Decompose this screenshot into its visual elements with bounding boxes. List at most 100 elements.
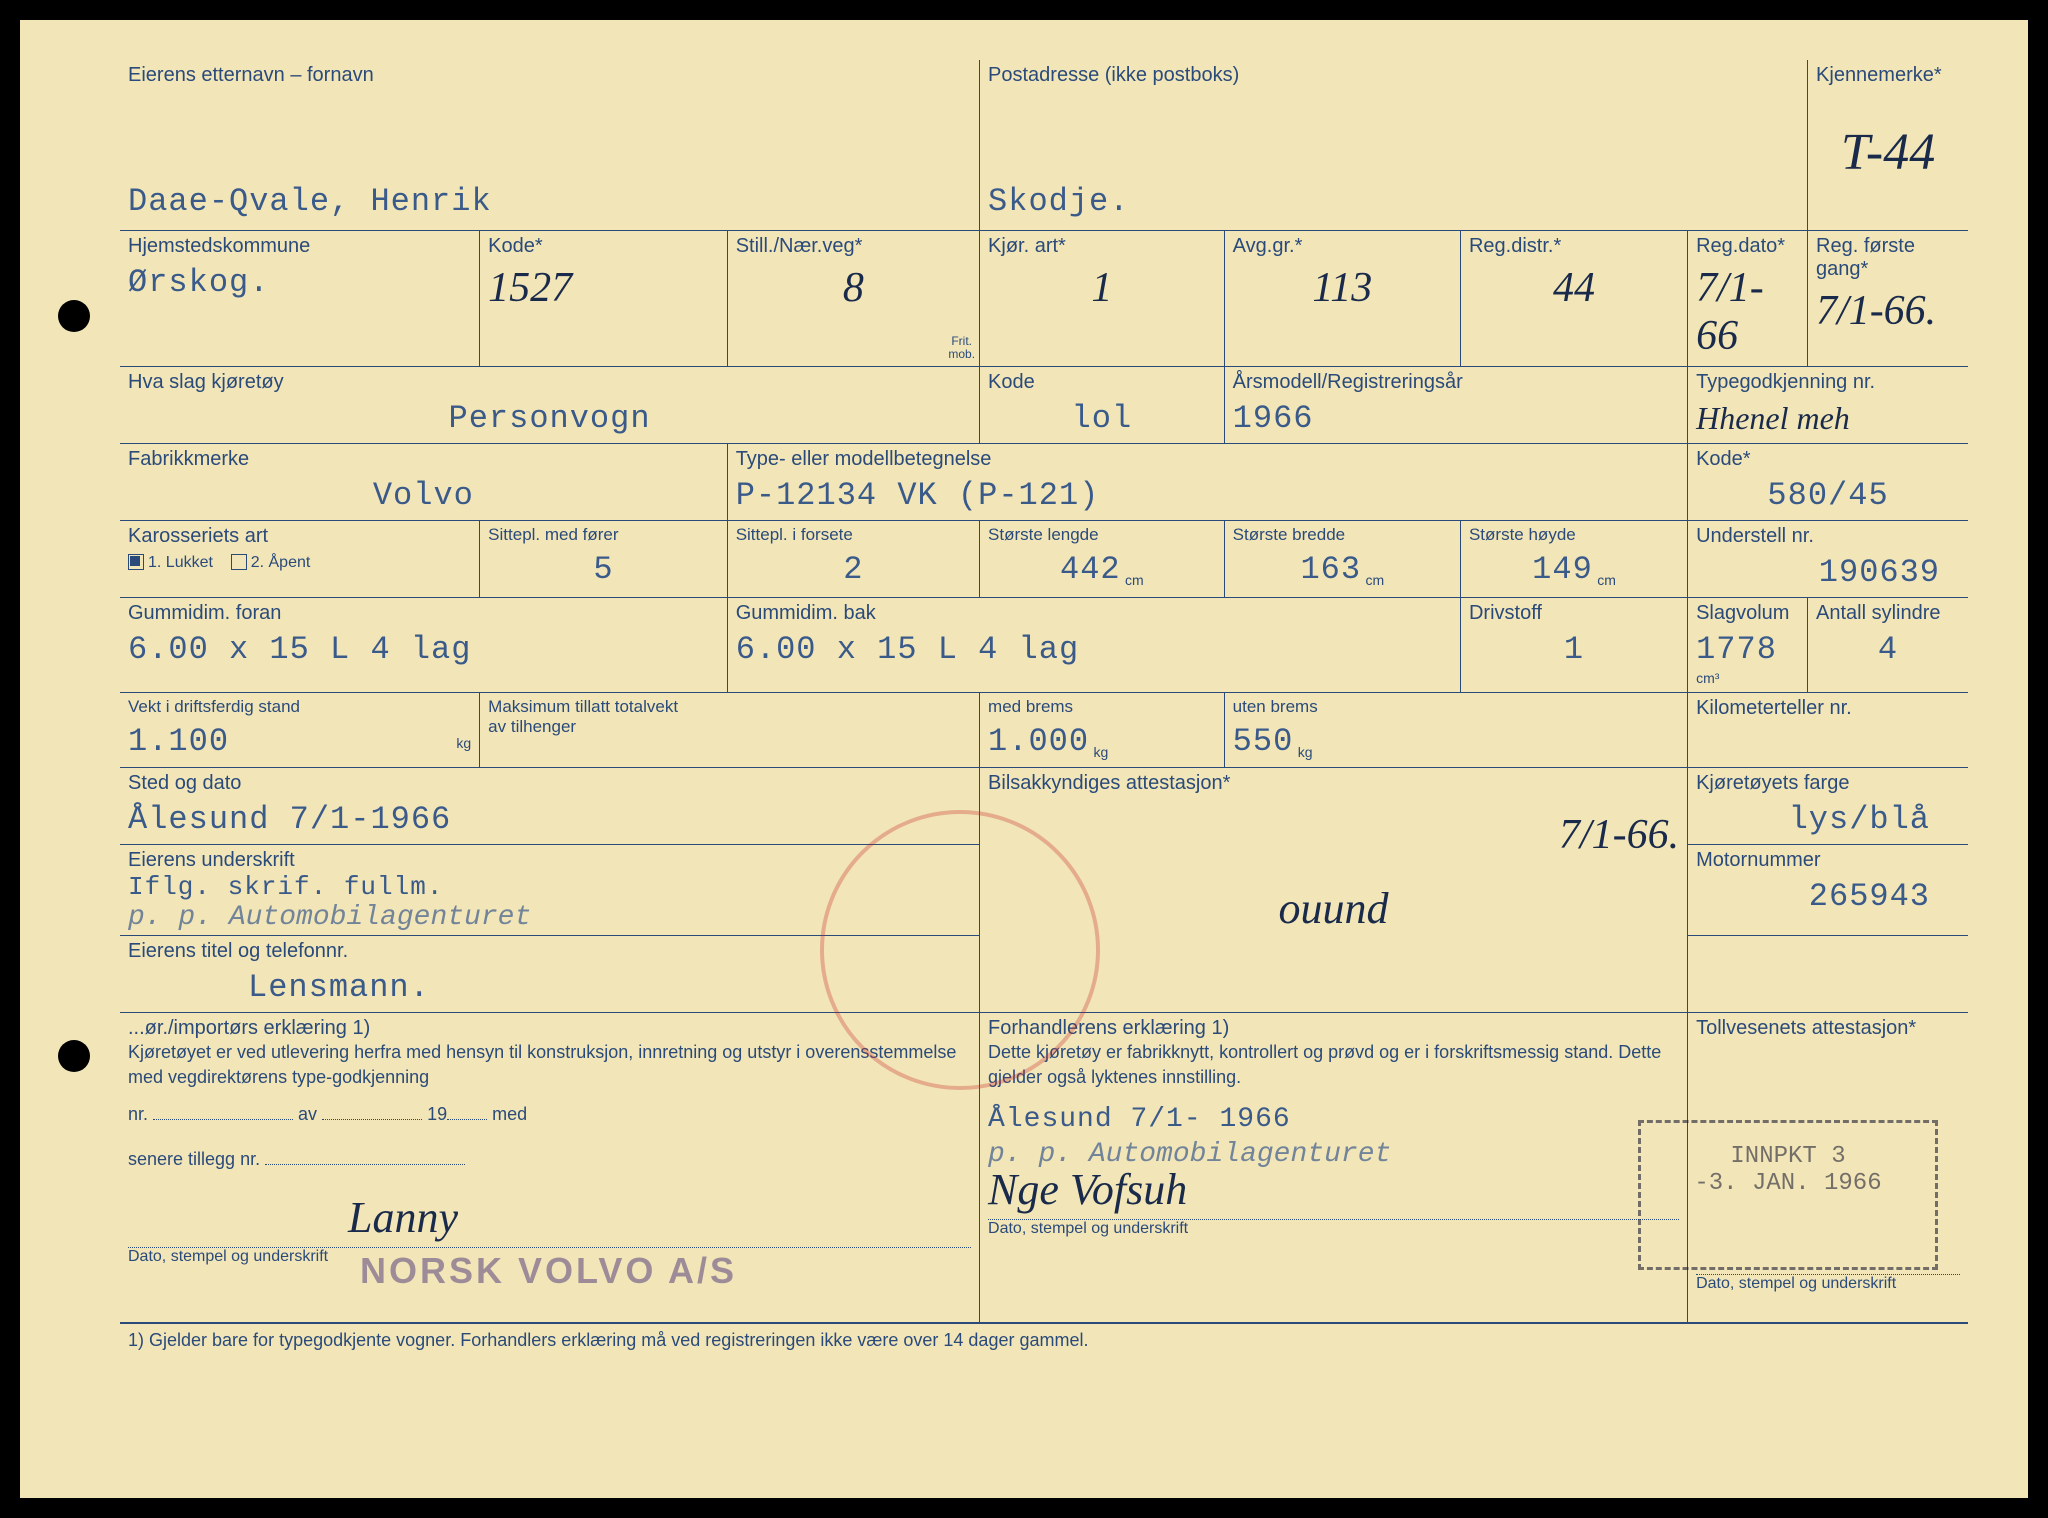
- value-vehicle-type: Personvogn: [449, 400, 651, 437]
- value-cylinders: 4: [1878, 631, 1898, 668]
- label-kode2: Kode: [988, 371, 1216, 394]
- label-owner-name: Eierens etternavn – fornavn: [128, 64, 971, 87]
- label-type-approval: Typegodkjenning nr.: [1696, 371, 1960, 394]
- value-model-year: 1966: [1233, 400, 1314, 437]
- label-tires-front: Gummidim. foran: [128, 602, 719, 625]
- label-model-year: Årsmodell/Registreringsår: [1233, 371, 1679, 394]
- label-importer-decl: ...ør./importørs erklæring 1): [128, 1017, 971, 1040]
- value-engine-no: 265943: [1809, 878, 1930, 915]
- value-postal: Skodje.: [988, 183, 1129, 220]
- value-width: 163: [1300, 551, 1361, 588]
- importer-text: Kjøretøyet er ved utlevering herfra med …: [128, 1040, 971, 1090]
- value-municipality: Ørskog.: [128, 264, 269, 301]
- punch-hole: [58, 300, 90, 332]
- label-body-type: Karosseriets art: [128, 525, 471, 548]
- value-dealer-date: Ålesund 7/1- 1966: [988, 1104, 1291, 1135]
- value-plate: T-44: [1841, 124, 1935, 181]
- label-reg-distr: Reg.distr.*: [1469, 235, 1679, 258]
- label-odometer: Kilometerteller nr.: [1696, 697, 1960, 720]
- registration-card: Eierens etternavn – fornavn Daae-Qvale, …: [20, 20, 2028, 1498]
- label-plate: Kjennemerke*: [1816, 64, 1960, 87]
- value-model: P-12134 VK (P-121): [736, 477, 1100, 514]
- checkbox-closed: [128, 554, 144, 570]
- value-owner-sign1: Iflg. skrif. fullm.: [128, 872, 443, 902]
- importer-signature: Lanny: [348, 1192, 971, 1243]
- value-kode: 1527: [488, 265, 572, 311]
- value-seats-driver: 5: [593, 551, 613, 588]
- dealer-text: Dette kjøretøy er fabrikknytt, kontrolle…: [988, 1040, 1679, 1090]
- label-open: 2. Åpent: [251, 554, 311, 571]
- label-owner-sign: Eierens underskrift: [128, 849, 971, 872]
- value-owner-sign2: p. p. Automobilagenturet: [128, 902, 531, 933]
- label-weight: Vekt i driftsferdig stand: [128, 697, 471, 717]
- value-inspector-date: 7/1-66.: [1559, 812, 1679, 858]
- label-vehicle-type: Hva slag kjøretøy: [128, 371, 971, 394]
- value-seats-front: 2: [843, 551, 863, 588]
- value-kode2: lol: [1072, 400, 1133, 437]
- value-length: 442: [1060, 551, 1121, 588]
- value-without-brake: 550: [1233, 723, 1294, 760]
- label-color: Kjøretøyets farge: [1696, 772, 1960, 795]
- label-model: Type- eller modellbetegnelse: [736, 448, 1679, 471]
- registration-form: Eierens etternavn – fornavn Daae-Qvale, …: [120, 60, 1968, 1323]
- value-displacement: 1778: [1696, 631, 1777, 668]
- label-av: av: [298, 1104, 317, 1124]
- footnote: 1) Gjelder bare for typegodkjente vogner…: [120, 1323, 1968, 1357]
- value-tires-rear: 6.00 x 15 L 4 lag: [736, 631, 1079, 668]
- value-reg-dato: 7/1-66: [1696, 265, 1764, 359]
- value-weight: 1.100: [128, 723, 229, 760]
- label-fuel: Drivstoff: [1469, 602, 1679, 625]
- label-postal: Postadresse (ikke postboks): [988, 64, 1799, 87]
- label-reg-dato: Reg.dato*: [1696, 235, 1799, 258]
- label-with-brake: med brems: [988, 697, 1216, 717]
- value-reg-distr: 44: [1553, 265, 1595, 311]
- value-place-date: Ålesund 7/1-1966: [128, 801, 451, 838]
- label-tires-rear: Gummidim. bak: [736, 602, 1452, 625]
- label-still: Still./Nær.veg*: [736, 235, 971, 258]
- label-width: Største bredde: [1233, 525, 1452, 545]
- label-without-brake: uten brems: [1233, 697, 1679, 717]
- label-length: Største lengde: [988, 525, 1216, 545]
- label-seats-front: Sittepl. i forsete: [736, 525, 971, 545]
- value-owner-title: Lensmann.: [248, 969, 430, 1006]
- value-type-approval: Hhenel meh: [1696, 400, 1850, 436]
- label-municipality: Hjemstedskommune: [128, 235, 471, 258]
- value-avg-gr: 113: [1312, 265, 1372, 311]
- label-date-stamp: Dato, stempel og underskrift: [128, 1248, 328, 1265]
- label-kode3: Kode*: [1696, 448, 1960, 471]
- punch-hole: [58, 1040, 90, 1072]
- value-kjor-art: 1: [1091, 265, 1112, 311]
- value-with-brake: 1.000: [988, 723, 1089, 760]
- value-kode3: 580/45: [1767, 477, 1888, 514]
- value-owner-name: Daae-Qvale, Henrik: [128, 183, 492, 220]
- value-height: 149: [1532, 551, 1593, 588]
- label-max-weight: Maksimum tillatt totalvekt av tilhenger: [488, 697, 971, 737]
- label-cylinders: Antall sylindre: [1816, 602, 1960, 625]
- label-height: Største høyde: [1469, 525, 1679, 545]
- label-kode: Kode*: [488, 235, 719, 258]
- label-customs: Tollvesenets attestasjon*: [1696, 1017, 1960, 1040]
- label-date-stamp-3: Dato, stempel og underskrift: [1696, 1275, 1896, 1292]
- label-engine-no: Motornummer: [1696, 849, 1960, 872]
- label-avg-gr: Avg.gr.*: [1233, 235, 1452, 258]
- value-make: Volvo: [373, 477, 474, 514]
- label-seats-driver: Sittepl. med fører: [488, 525, 719, 545]
- label-place-date: Sted og dato: [128, 772, 971, 795]
- inspector-signature: ouund: [988, 883, 1679, 934]
- value-reg-forste: 7/1-66.: [1816, 288, 1936, 334]
- label-owner-title: Eierens titel og telefonnr.: [128, 940, 971, 963]
- value-tires-front: 6.00 x 15 L 4 lag: [128, 631, 471, 668]
- label-closed: 1. Lukket: [148, 554, 213, 571]
- checkbox-open: [231, 554, 247, 570]
- label-nr: nr.: [128, 1104, 148, 1124]
- label-chassis: Understell nr.: [1696, 525, 1960, 548]
- dealer-signature: Nge Vofsuh: [988, 1164, 1679, 1215]
- label-date-stamp-2: Dato, stempel og underskrift: [988, 1220, 1188, 1237]
- label-reg-forste: Reg. første gang*: [1816, 235, 1960, 281]
- label-med: med: [492, 1104, 527, 1124]
- value-fuel: 1: [1564, 631, 1584, 668]
- label-displacement: Slagvolum: [1696, 602, 1799, 625]
- label-make: Fabrikkmerke: [128, 448, 719, 471]
- value-chassis: 190639: [1819, 554, 1940, 591]
- value-still: 8: [843, 265, 864, 311]
